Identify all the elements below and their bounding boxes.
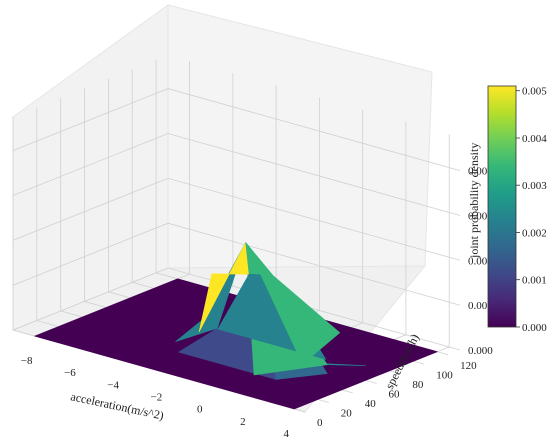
surface-facet-high (245, 242, 341, 365)
colorbar-tick-label: 0.002 (522, 228, 547, 240)
x-tick-label: 2 (240, 416, 246, 428)
surface (34, 242, 438, 410)
colorbar-tick-label: 0.005 (522, 86, 547, 98)
y-tick-label: 100 (436, 369, 453, 381)
colorbar-tick-label: 0.000 (522, 322, 547, 334)
y-tick-label: 40 (365, 398, 377, 410)
gridline-z (12, 133, 461, 216)
pane-back-wall (167, 4, 433, 269)
z-tick-label: 0.000 (468, 345, 493, 357)
z-tick-label: 0.006 (468, 211, 493, 223)
colorbar-tick-label: 0.004 (522, 133, 547, 145)
gridline-z (12, 177, 461, 261)
x-tick-label: −2 (151, 392, 163, 404)
y-tick-label: 80 (412, 379, 424, 391)
tick-labels: −8−6−4−20240204060801001200.0000.0020.00… (21, 166, 494, 440)
z-tick-label: 0.004 (468, 255, 493, 267)
z-tick-label: 0.002 (468, 300, 493, 312)
y-tick-label: 60 (389, 388, 401, 400)
z-tick-label: 0.008 (468, 166, 493, 178)
y-tick-label: 120 (460, 360, 477, 372)
x-tick-label: 4 (283, 428, 289, 440)
z-axis-label: joint probability density (467, 143, 481, 259)
x-tick-label: 0 (197, 404, 203, 416)
y-tick-label: 0 (317, 417, 323, 429)
y-tick-label: 20 (341, 408, 353, 420)
x-tick-label: −6 (64, 367, 76, 379)
colorbar-ticks: 0.000 0.001 0.002 0.003 0.004 0.005 (516, 86, 547, 334)
colorbar-tick-label: 0.001 (522, 275, 547, 287)
x-tick-label: −4 (107, 379, 119, 391)
gridline-z (12, 267, 461, 351)
gridline-z (12, 88, 461, 171)
colorbar (487, 85, 517, 328)
x-tick-label: −8 (21, 355, 33, 367)
gridline-z (12, 222, 461, 306)
colorbar-tick-label: 0.003 (522, 180, 547, 192)
